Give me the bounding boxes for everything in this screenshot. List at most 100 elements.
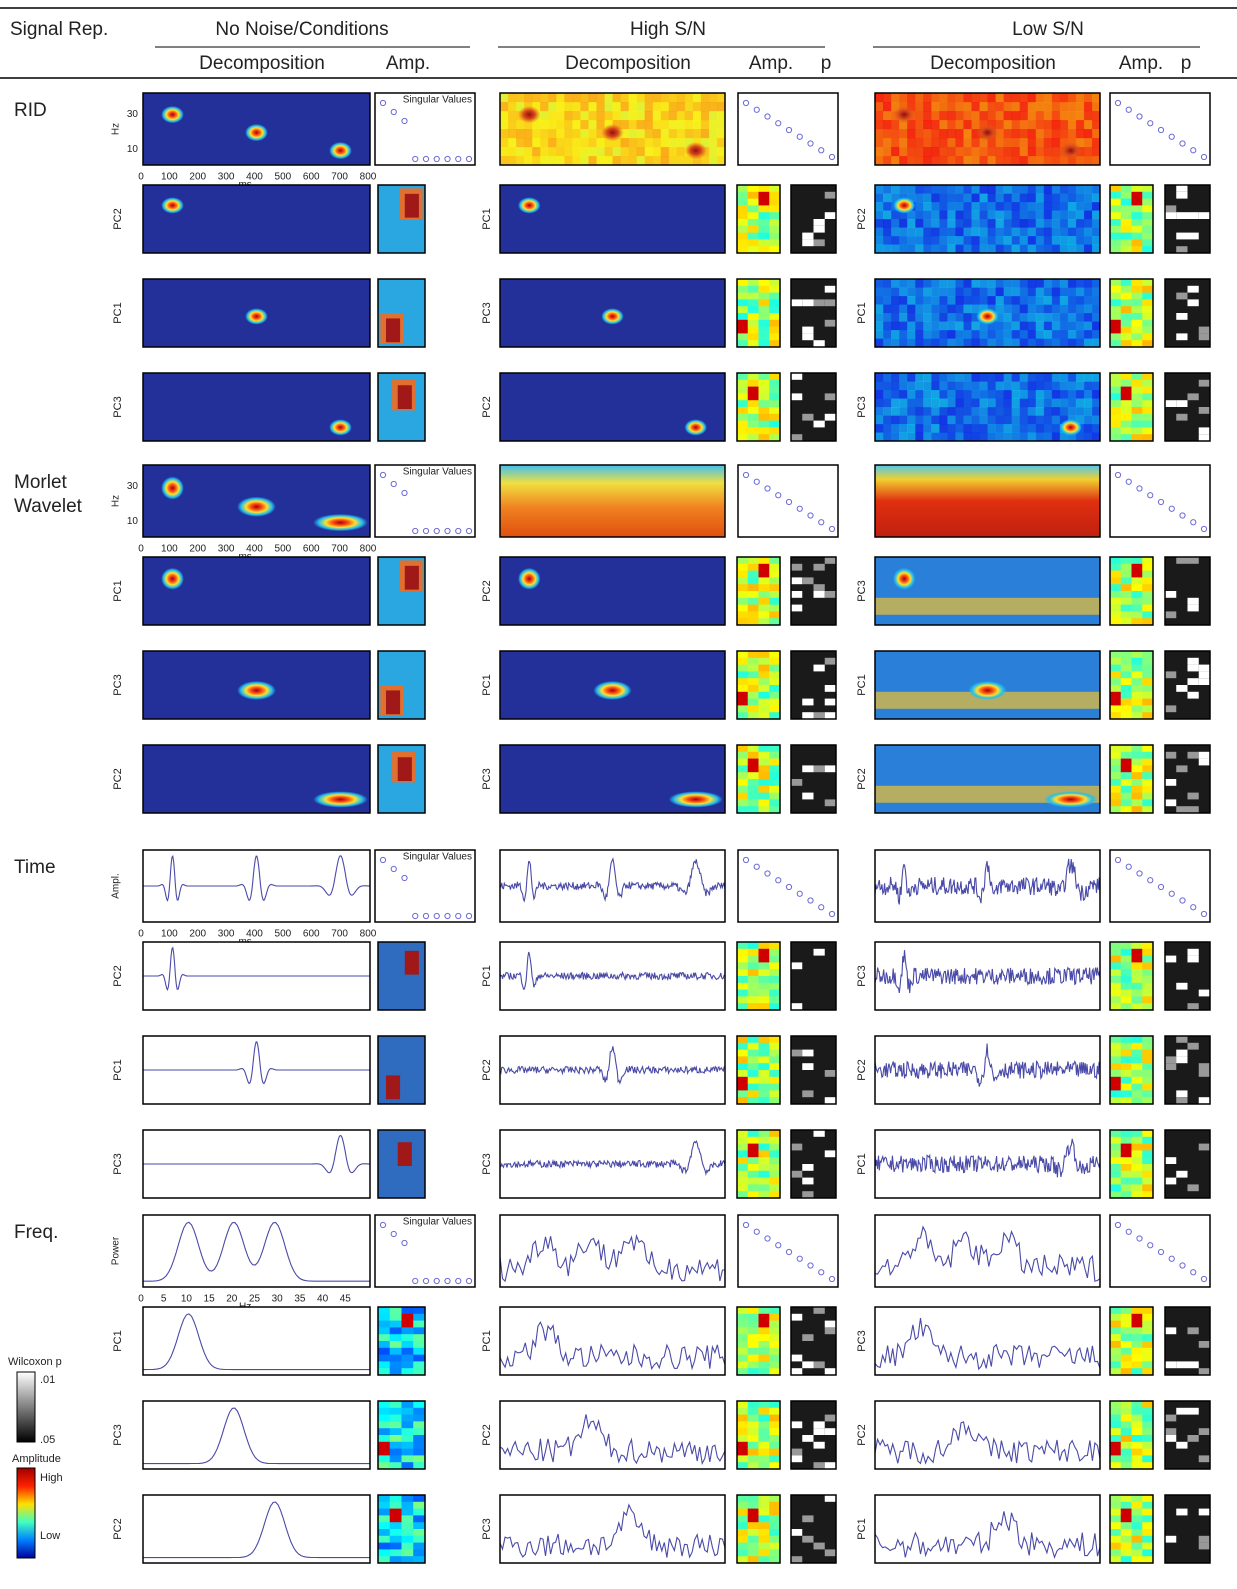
noise-cell — [1036, 433, 1045, 442]
noise-cell — [963, 305, 972, 314]
amp-cell — [402, 1536, 414, 1543]
amp-cell — [748, 1549, 759, 1556]
amp-cell — [1110, 996, 1121, 1003]
noise-cell — [923, 390, 932, 399]
noise-cell — [1084, 129, 1093, 139]
amp-cell — [769, 212, 780, 219]
amp-cell — [737, 1144, 748, 1151]
amp-cell — [759, 1314, 770, 1321]
p-cell — [1199, 1428, 1210, 1435]
noise-cell — [955, 433, 964, 442]
noise-cell — [883, 219, 892, 228]
amp-cell — [759, 1361, 770, 1368]
amp-cell — [1121, 333, 1132, 340]
sv-bg — [1110, 465, 1210, 537]
group-title: High S/N — [630, 19, 706, 40]
p-cell — [791, 1455, 802, 1462]
noise-cell — [564, 129, 573, 139]
blob — [685, 419, 708, 435]
amp-cell — [748, 1361, 759, 1368]
noise-cell — [1004, 313, 1013, 322]
noise-cell — [1004, 93, 1013, 103]
p-cell — [1176, 192, 1187, 199]
amp-cell — [1142, 333, 1153, 340]
noise-cell — [907, 296, 916, 305]
noise-cell — [923, 211, 932, 220]
noise-cell — [955, 147, 964, 157]
x-tick-label: 600 — [303, 172, 320, 183]
amp-cell — [769, 685, 780, 692]
amp-cell — [759, 605, 770, 612]
amp-cell — [390, 1549, 402, 1556]
noise-cell — [988, 279, 997, 288]
amp-cell — [1132, 1307, 1143, 1314]
p-cell — [1165, 1415, 1176, 1422]
amp-cell — [378, 1334, 390, 1341]
noise-cell — [604, 111, 613, 121]
noise-cell — [963, 102, 972, 112]
amp-cell — [748, 651, 759, 658]
amp-cell — [748, 1515, 759, 1522]
noise-cell — [1044, 382, 1053, 391]
p-cell — [825, 685, 836, 692]
amp-cell — [1142, 962, 1153, 969]
noise-cell — [1068, 219, 1077, 228]
amp-cell — [737, 1341, 748, 1348]
amp-cell — [748, 658, 759, 665]
noise-cell — [931, 138, 940, 148]
amp-cell — [759, 765, 770, 772]
amp-cell — [759, 1408, 770, 1415]
amp-cell — [1142, 1348, 1153, 1355]
noise-cell — [979, 194, 988, 203]
p-cell — [1176, 185, 1187, 192]
amp-cell — [769, 427, 780, 434]
noise-cell — [939, 228, 948, 237]
pc-label: PC1 — [856, 1153, 868, 1174]
noise-cell — [971, 339, 980, 348]
noise-cell — [548, 111, 557, 121]
amp-cell — [1121, 1549, 1132, 1556]
amp-cell — [769, 1050, 780, 1057]
noise-cell — [963, 433, 972, 442]
amp-cell — [378, 1355, 390, 1362]
p-cell — [1176, 983, 1187, 990]
amp-cell — [1142, 605, 1153, 612]
amp-cell — [1132, 699, 1143, 706]
x-tick-label: 200 — [189, 544, 206, 555]
legend-bar — [17, 1468, 35, 1558]
p-cell — [791, 1144, 802, 1151]
p-cell — [1199, 327, 1210, 334]
amp-cell — [1132, 219, 1143, 226]
amp-cell — [737, 1361, 748, 1368]
noise-cell — [1028, 236, 1037, 245]
amp-cell — [759, 286, 770, 293]
noise-cell — [947, 296, 956, 305]
noise-cell — [939, 138, 948, 148]
noise-cell — [1020, 93, 1029, 103]
noise-cell — [907, 373, 916, 382]
amp-cell — [748, 1435, 759, 1442]
amp-cell — [737, 1509, 748, 1516]
amp-cell — [1142, 1415, 1153, 1422]
noise-cell — [556, 120, 565, 130]
amp-cell — [1132, 1150, 1143, 1157]
noise-cell — [1052, 288, 1061, 297]
amp-cell — [759, 313, 770, 320]
amp-cell — [759, 692, 770, 699]
amp-cell — [1121, 665, 1132, 672]
noise-cell — [883, 399, 892, 408]
noise-cell — [899, 296, 908, 305]
amp-cell — [1142, 976, 1153, 983]
amp-cell — [1110, 414, 1121, 421]
amp-cell — [769, 407, 780, 414]
noise-cell — [996, 424, 1005, 433]
amp-cell — [737, 414, 748, 421]
noise-cell — [1028, 416, 1037, 425]
noise-cell — [1092, 313, 1101, 322]
amp-cell — [402, 1455, 414, 1462]
noise-cell — [1036, 129, 1045, 139]
pc-label: PC3 — [856, 580, 868, 601]
amp-cell — [402, 1361, 414, 1368]
noise-cell — [532, 138, 541, 148]
noise-cell — [971, 382, 980, 391]
